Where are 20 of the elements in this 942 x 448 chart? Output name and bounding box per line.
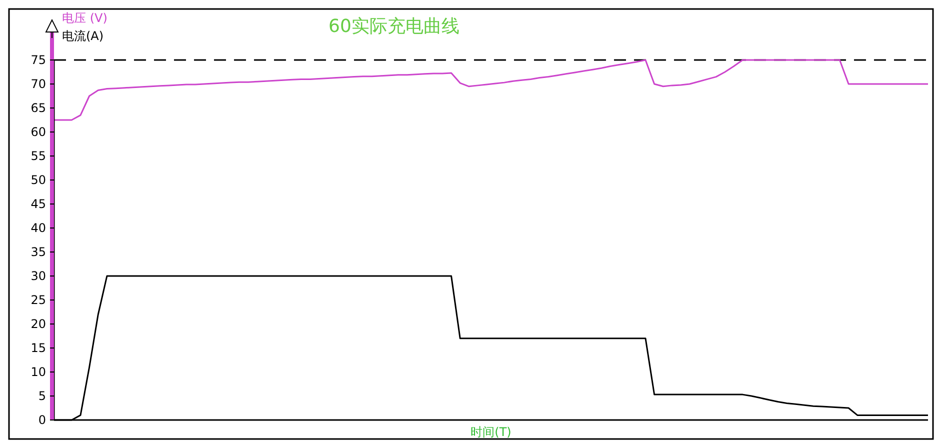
y-tick-label: 0	[38, 413, 46, 428]
y-tick-label: 65	[30, 101, 46, 116]
y-tick-label: 15	[30, 341, 46, 356]
x-axis-title: 时间(T)	[470, 425, 512, 439]
legend-label: 电流(A)	[62, 29, 104, 43]
y-tick-label: 45	[30, 197, 46, 212]
y-tick-label: 5	[38, 389, 46, 404]
y-tick-label: 60	[30, 125, 46, 140]
y-tick-label: 20	[30, 317, 46, 332]
y-tick-label: 40	[30, 221, 46, 236]
y-tick-label: 55	[30, 149, 46, 164]
text: 电压 (V)	[62, 11, 108, 25]
y-tick-label: 10	[30, 365, 46, 380]
y-tick-label: 30	[30, 269, 46, 284]
y-tick-label: 75	[30, 53, 46, 68]
y-tick-label: 25	[30, 293, 46, 308]
chart-title: 60实际充电曲线	[328, 16, 460, 37]
y-tick-label: 50	[30, 173, 46, 188]
y-tick-label: 70	[30, 77, 46, 92]
y-tick-label: 35	[30, 245, 46, 260]
